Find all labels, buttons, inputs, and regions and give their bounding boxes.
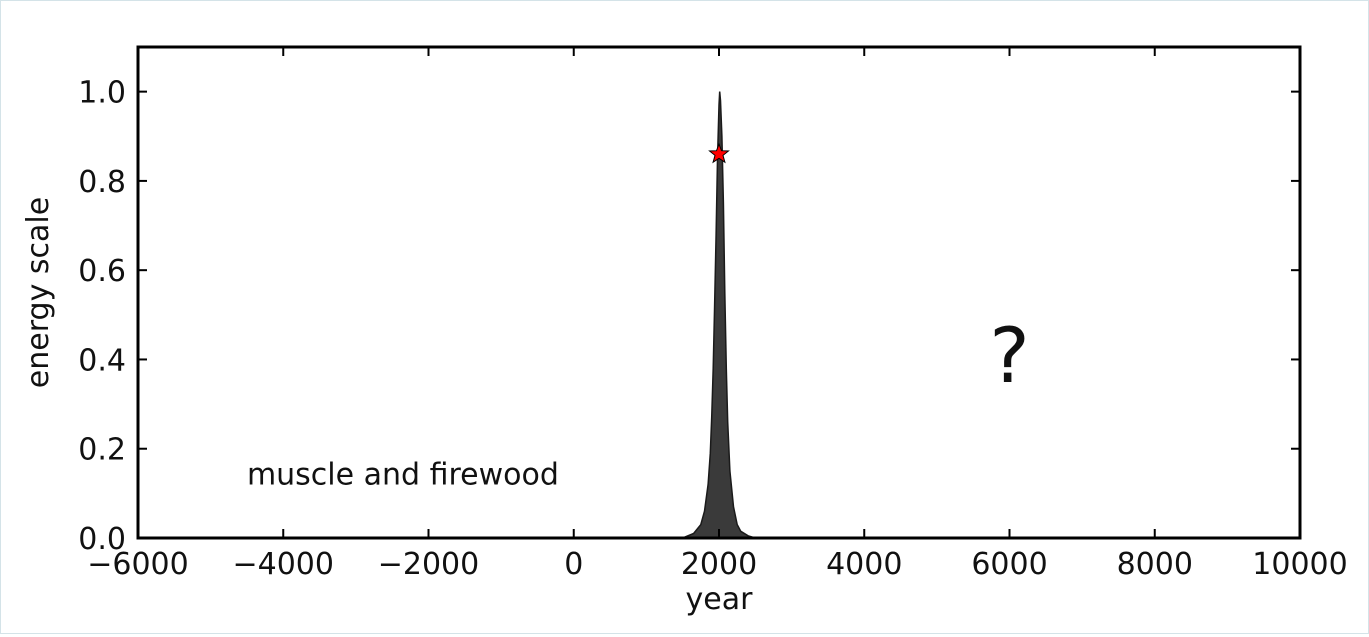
x-tick-label: 10000 [1252, 547, 1347, 582]
chart-marks [682, 91, 756, 539]
star-marker [708, 142, 730, 164]
y-tick-label: 1.0 [78, 76, 126, 111]
annotation-label: muscle and firewood [247, 457, 559, 492]
series-area-0 [682, 91, 756, 539]
x-tick-label: 2000 [681, 547, 757, 582]
y-tick-label: 0.0 [78, 522, 126, 557]
x-tick-label: 0 [564, 547, 583, 582]
x-tick-label: 4000 [826, 547, 902, 582]
annotations: muscle and firewood? [247, 311, 1030, 493]
y-tick-label: 0.2 [78, 433, 126, 468]
x-axis-label: year [686, 582, 754, 617]
y-tick-label: 0.6 [78, 254, 126, 289]
x-tick-label: −2000 [378, 547, 479, 582]
x-tick-label: −4000 [233, 547, 334, 582]
y-tick-label: 0.4 [78, 343, 126, 378]
x-tick-label: 8000 [1117, 547, 1193, 582]
x-axis-ticks: −6000 −4000 −2000 0 2000 4000 6000 8000 10000 [87, 47, 1348, 582]
x-tick-label: 6000 [971, 547, 1047, 582]
question-mark-annotation: ? [989, 311, 1029, 400]
x-tick-label: −6000 [87, 547, 188, 582]
y-axis-ticks: 0.0 0.2 0.4 0.6 0.8 1.0 [78, 76, 1300, 557]
y-tick-label: 0.8 [78, 165, 126, 200]
y-axis-label: energy scale [21, 197, 56, 388]
